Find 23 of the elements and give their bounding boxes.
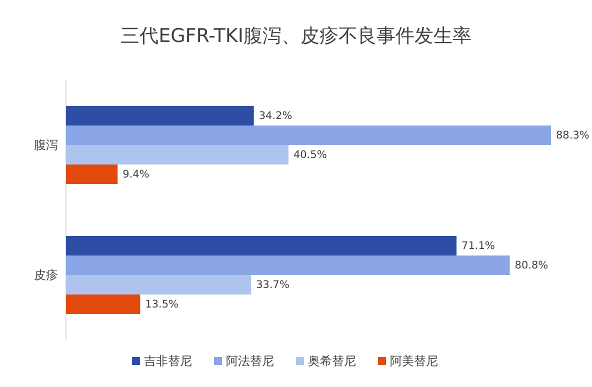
- legend-label: 吉非替尼: [144, 354, 192, 368]
- legend-label: 阿法替尼: [226, 354, 274, 368]
- data-label: 88.3%: [556, 129, 590, 142]
- bar: [66, 106, 254, 126]
- y-tick-label: 腹泻: [34, 138, 58, 152]
- bar: [66, 164, 118, 184]
- data-label: 13.5%: [145, 298, 179, 310]
- bar: [66, 145, 288, 164]
- bar: [66, 236, 457, 256]
- bar: [66, 256, 510, 275]
- data-label: 40.5%: [293, 148, 327, 161]
- bar: [66, 126, 551, 145]
- data-label: 80.8%: [514, 259, 548, 272]
- legend-label: 奥希替尼: [308, 354, 356, 368]
- bar: [66, 275, 252, 294]
- data-label: 34.2%: [258, 110, 292, 122]
- y-tick-label: 皮疹: [34, 268, 58, 282]
- data-label: 9.4%: [122, 168, 150, 180]
- chart-title: 三代EGFR-TKI腹泻、皮疹不良事件发生率: [120, 25, 472, 47]
- bar: [66, 294, 140, 314]
- data-label: 33.7%: [256, 278, 290, 291]
- legend-label: 阿美替尼: [390, 354, 438, 368]
- data-label: 71.1%: [462, 240, 495, 252]
